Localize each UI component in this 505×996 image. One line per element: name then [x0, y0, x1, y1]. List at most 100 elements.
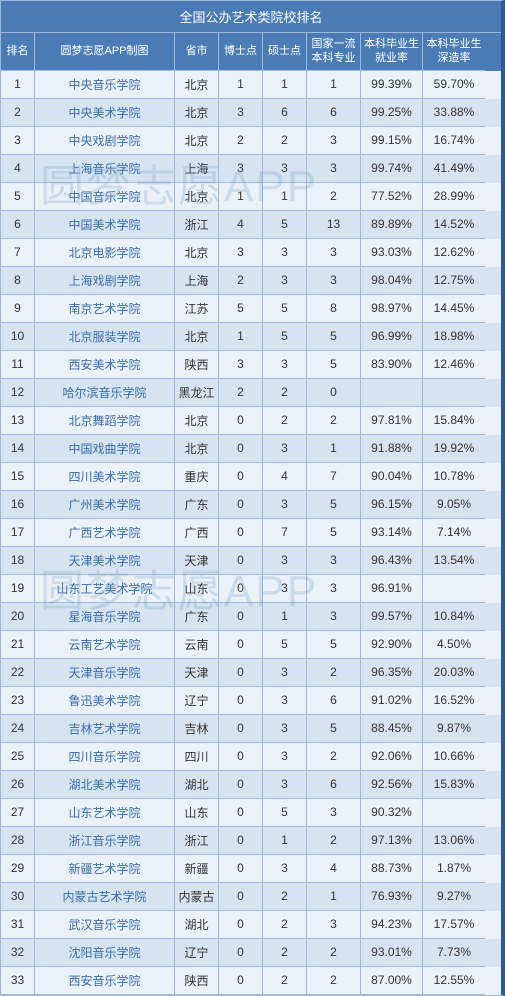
cell-rank: 14	[1, 435, 35, 463]
cell-ms: 2	[263, 883, 307, 911]
cell-school: 云南艺术学院	[35, 631, 175, 659]
cell-school: 广西艺术学院	[35, 519, 175, 547]
cell-ms: 5	[263, 799, 307, 827]
cell-phd: 5	[219, 295, 263, 323]
cell-emp: 77.52%	[361, 183, 423, 211]
cell-emp: 97.81%	[361, 407, 423, 435]
col-emp: 本科毕业生就业率	[361, 33, 423, 71]
table-row: 27山东艺术学院山东05390.32%	[1, 799, 501, 827]
table-row: 8上海戏剧学院上海23398.04%12.75%	[1, 267, 501, 295]
cell-emp: 97.13%	[361, 827, 423, 855]
cell-rank: 29	[1, 855, 35, 883]
cell-prov: 北京	[175, 435, 219, 463]
cell-school: 湖北美术学院	[35, 771, 175, 799]
cell-phd: 0	[219, 855, 263, 883]
cell-emp: 93.14%	[361, 519, 423, 547]
cell-prov: 辽宁	[175, 939, 219, 967]
cell-emp: 92.90%	[361, 631, 423, 659]
cell-emp: 90.32%	[361, 799, 423, 827]
cell-fc: 2	[307, 939, 361, 967]
cell-emp: 98.04%	[361, 267, 423, 295]
cell-ms: 3	[263, 267, 307, 295]
cell-ms: 2	[263, 407, 307, 435]
cell-ms: 6	[263, 99, 307, 127]
table-row: 9南京艺术学院江苏55898.97%14.45%	[1, 295, 501, 323]
table-row: 21云南艺术学院云南05592.90%4.50%	[1, 631, 501, 659]
table-row: 33西安音乐学院陕西02287.00%12.55%	[1, 967, 501, 995]
cell-rank: 30	[1, 883, 35, 911]
cell-school: 沈阳音乐学院	[35, 939, 175, 967]
cell-emp: 83.90%	[361, 351, 423, 379]
cell-rank: 18	[1, 547, 35, 575]
cell-phd: 0	[219, 939, 263, 967]
table-title: 全国公办艺术类院校排名	[1, 1, 501, 33]
cell-phd: 0	[219, 435, 263, 463]
table-header-row: 排名 圆梦志愿APP制图 省市 博士点 硕士点 国家一流本科专业 本科毕业生就业…	[1, 33, 501, 71]
cell-fc: 13	[307, 211, 361, 239]
table-row: 15四川美术学院重庆04790.04%10.78%	[1, 463, 501, 491]
cell-emp: 99.25%	[361, 99, 423, 127]
cell-fur: 28.99%	[423, 183, 485, 211]
cell-prov: 天津	[175, 547, 219, 575]
table-row: 1中央音乐学院北京11199.39%59.70%	[1, 71, 501, 99]
table-row: 13北京舞蹈学院北京02297.81%15.84%	[1, 407, 501, 435]
cell-fur: 15.84%	[423, 407, 485, 435]
table-row: 20星海音乐学院广东01399.57%10.84%	[1, 603, 501, 631]
cell-prov: 四川	[175, 743, 219, 771]
cell-fc: 5	[307, 323, 361, 351]
cell-rank: 21	[1, 631, 35, 659]
cell-fc: 1	[307, 883, 361, 911]
cell-fc: 2	[307, 407, 361, 435]
table-row: 32沈阳音乐学院辽宁02293.01%7.73%	[1, 939, 501, 967]
cell-emp: 87.00%	[361, 967, 423, 995]
table-row: 29新疆艺术学院新疆03488.73%1.87%	[1, 855, 501, 883]
cell-emp: 96.43%	[361, 547, 423, 575]
col-ms: 硕士点	[263, 33, 307, 71]
cell-emp: 96.99%	[361, 323, 423, 351]
cell-prov: 北京	[175, 239, 219, 267]
cell-rank: 9	[1, 295, 35, 323]
cell-emp: 96.91%	[361, 575, 423, 603]
cell-school: 中国戏曲学院	[35, 435, 175, 463]
table-row: 12哈尔滨音乐学院黑龙江220	[1, 379, 501, 407]
cell-fur: 41.49%	[423, 155, 485, 183]
cell-rank: 15	[1, 463, 35, 491]
table-row: 4上海音乐学院上海33399.74%41.49%	[1, 155, 501, 183]
cell-school: 北京舞蹈学院	[35, 407, 175, 435]
col-school: 圆梦志愿APP制图	[35, 33, 175, 71]
cell-ms: 2	[263, 911, 307, 939]
cell-phd: 0	[219, 771, 263, 799]
ranking-table: 全国公办艺术类院校排名 排名 圆梦志愿APP制图 省市 博士点 硕士点 国家一流…	[0, 0, 505, 996]
cell-emp: 90.04%	[361, 463, 423, 491]
cell-emp: 94.23%	[361, 911, 423, 939]
cell-ms: 2	[263, 939, 307, 967]
cell-phd: 0	[219, 687, 263, 715]
cell-rank: 11	[1, 351, 35, 379]
cell-rank: 31	[1, 911, 35, 939]
cell-ms: 3	[263, 239, 307, 267]
cell-phd: 2	[219, 379, 263, 407]
cell-ms: 3	[263, 771, 307, 799]
cell-phd: 2	[219, 267, 263, 295]
cell-rank: 27	[1, 799, 35, 827]
table-row: 22天津音乐学院天津03296.35%20.03%	[1, 659, 501, 687]
table-body: 1中央音乐学院北京11199.39%59.70%2中央美术学院北京36699.2…	[1, 71, 501, 995]
cell-emp: 91.88%	[361, 435, 423, 463]
table-row: 18天津美术学院天津03396.43%13.54%	[1, 547, 501, 575]
cell-school: 鲁迅美术学院	[35, 687, 175, 715]
cell-fc: 3	[307, 575, 361, 603]
cell-prov: 湖北	[175, 771, 219, 799]
cell-rank: 23	[1, 687, 35, 715]
cell-prov: 重庆	[175, 463, 219, 491]
cell-emp: 96.15%	[361, 491, 423, 519]
cell-rank: 22	[1, 659, 35, 687]
cell-ms: 3	[263, 547, 307, 575]
cell-fc: 5	[307, 519, 361, 547]
cell-phd: 0	[219, 491, 263, 519]
cell-prov: 陕西	[175, 351, 219, 379]
cell-phd: 0	[219, 883, 263, 911]
cell-school: 天津音乐学院	[35, 659, 175, 687]
table-row: 17广西艺术学院广西07593.14%7.14%	[1, 519, 501, 547]
cell-fc: 5	[307, 715, 361, 743]
cell-prov: 新疆	[175, 855, 219, 883]
